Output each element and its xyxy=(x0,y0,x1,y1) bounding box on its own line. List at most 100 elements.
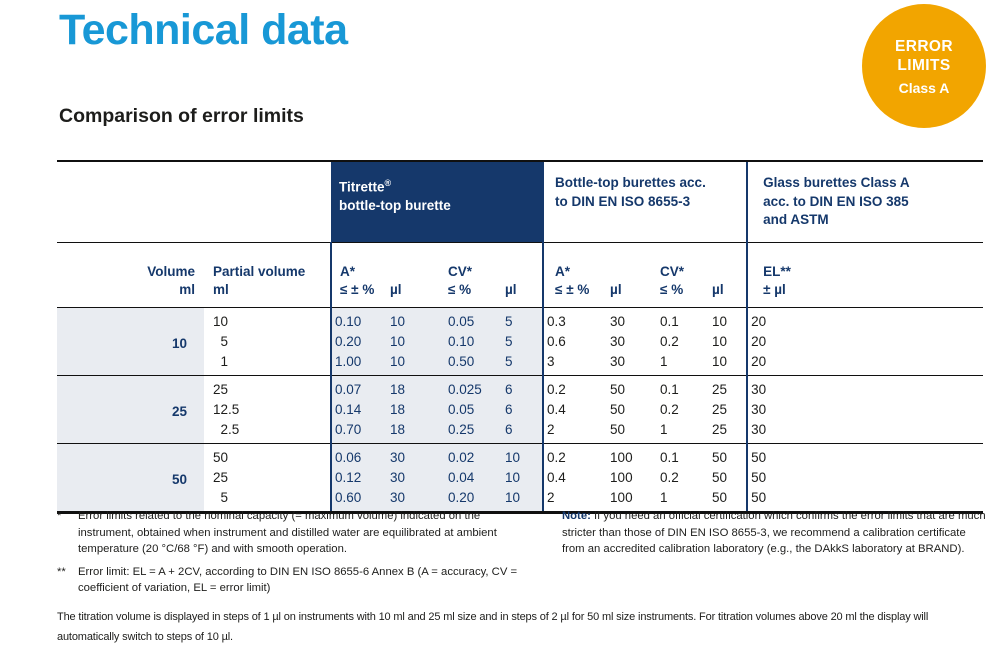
badge-line-1: ERROR xyxy=(895,37,953,55)
subheader-titrette-a: A* ≤ ± % xyxy=(330,242,387,308)
data-cell: 50 xyxy=(746,468,984,488)
data-cell: 10 xyxy=(502,488,544,511)
footnote-2-text: Error limit: EL = A + 2CV, according to … xyxy=(78,565,518,595)
data-cell: 0.2 xyxy=(660,402,679,417)
data-cell: 0.1 xyxy=(657,307,710,332)
table-row: 5 0.60 30 0.20 10 2 100 1 50 50 xyxy=(57,488,984,511)
footnote-2: ** Error limit: EL = A + 2CV, according … xyxy=(57,564,526,597)
data-cell: 1.00 xyxy=(330,352,387,376)
table-row: 2.5 0.70 18 0.25 6 2 50 1 25 30 xyxy=(57,420,984,444)
titrette-title: Titrette® xyxy=(339,178,392,195)
data-cell: 50 xyxy=(610,422,626,437)
badge-line-3: Class A xyxy=(898,79,950,96)
partial-volume-cell: 2.5 xyxy=(220,422,240,437)
data-cell: 10 xyxy=(387,332,445,352)
subheader-din-a-ul: µl xyxy=(607,242,658,308)
partial-volume-cell: 5 xyxy=(220,334,228,349)
subheader-titrette-cv-ul: µl xyxy=(502,242,544,308)
table-row: 50 50 0.06 30 0.02 10 0.2 100 0.1 50 50 xyxy=(57,443,984,511)
error-limits-badge: ERROR LIMITS Class A xyxy=(862,4,986,128)
data-cell: 10 xyxy=(712,334,728,349)
page-title: Technical data xyxy=(59,6,348,54)
data-cell: 0.10 xyxy=(445,332,502,352)
data-cell: 6 xyxy=(502,375,544,400)
data-cell: 3 xyxy=(542,352,608,376)
data-cell: 10 xyxy=(712,354,728,369)
note-text: If you need an official certification wh… xyxy=(562,510,986,555)
note-block: Note: If you need an official certificat… xyxy=(562,508,986,603)
data-cell: 6 xyxy=(502,400,544,420)
data-cell: 18 xyxy=(387,375,445,400)
data-cell: 0.50 xyxy=(445,352,502,376)
volume-cell: 10 xyxy=(57,307,204,376)
titrette-subtitle: bottle-top burette xyxy=(339,198,451,213)
data-cell: 1 xyxy=(660,354,668,369)
data-cell: 0.60 xyxy=(330,488,387,511)
bottom-paragraph: The titration volume is displayed in ste… xyxy=(57,611,929,643)
data-cell: 30 xyxy=(387,488,445,511)
partial-volume-cell: 5 xyxy=(220,490,228,505)
data-cell: 30 xyxy=(607,307,658,332)
data-cell: 0.2 xyxy=(660,334,679,349)
table-row: 10 10 0.10 10 0.05 5 0.3 30 0.1 10 20 xyxy=(57,307,984,376)
data-cell: 2 xyxy=(542,420,608,444)
data-cell: 0.1 xyxy=(657,375,710,400)
data-cell: 20 xyxy=(746,307,984,332)
partial-volume-cell: 25 xyxy=(204,375,331,400)
footnote-1-marker: * xyxy=(57,510,62,522)
table-body: 10 10 0.10 10 0.05 5 0.3 30 0.1 10 20 5 0.20 10 0.10 5 0… xyxy=(57,307,984,511)
footnote-1: * Error limits related to the nominal ca… xyxy=(57,508,526,558)
data-cell: 5 xyxy=(502,352,544,376)
badge-line-2: LIMITS xyxy=(897,56,951,74)
data-cell: 50 xyxy=(712,470,728,485)
footnote-1-text: Error limits related to the nominal capa… xyxy=(78,510,497,555)
data-cell: 0.6 xyxy=(542,332,608,352)
data-cell: 0.12 xyxy=(330,468,387,488)
subheader-din-a: A* ≤ ± % xyxy=(542,242,608,308)
data-cell: 0.70 xyxy=(330,420,387,444)
data-cell: 0.4 xyxy=(542,400,608,420)
data-cell: 10 xyxy=(502,468,544,488)
footnote-2-marker: ** xyxy=(57,565,66,578)
data-cell: 10 xyxy=(709,307,748,332)
footnotes: * Error limits related to the nominal ca… xyxy=(57,508,526,603)
partial-volume-cell: 50 xyxy=(204,443,331,468)
table-row: 25 0.12 30 0.04 10 0.4 100 0.2 50 50 xyxy=(57,468,984,488)
subheader-din-cv: CV* ≤ % xyxy=(657,242,710,308)
subheader-titrette-cv: CV* ≤ % xyxy=(445,242,502,308)
data-cell: 5 xyxy=(502,307,544,332)
partial-volume-cell: 25 xyxy=(213,470,229,485)
data-cell: 0.1 xyxy=(657,443,710,468)
data-cell: 0.05 xyxy=(445,307,502,332)
subheader-volume: Volume ml xyxy=(57,242,204,308)
subheader-partial-volume: Partial volume ml xyxy=(204,242,331,308)
data-cell: 0.2 xyxy=(660,470,679,485)
table-row: 1 1.00 10 0.50 5 3 30 1 10 20 xyxy=(57,352,984,376)
data-cell: 0.25 xyxy=(445,420,502,444)
data-cell: 0.14 xyxy=(330,400,387,420)
volume-cell: 25 xyxy=(57,375,204,444)
data-cell: 30 xyxy=(610,354,626,369)
data-cell: 50 xyxy=(610,402,626,417)
data-cell: 20 xyxy=(746,352,984,376)
data-cell: 30 xyxy=(610,334,626,349)
data-cell: 0.02 xyxy=(445,443,502,468)
data-cell: 1 xyxy=(660,490,668,505)
data-cell: 0.4 xyxy=(542,468,608,488)
data-cell: 30 xyxy=(746,400,984,420)
data-cell: 50 xyxy=(746,488,984,511)
table-row: 5 0.20 10 0.10 5 0.6 30 0.2 10 20 xyxy=(57,332,984,352)
table-row: 25 25 0.07 18 0.025 6 0.2 50 0.1 25 30 xyxy=(57,375,984,444)
data-cell: 25 xyxy=(712,422,728,437)
data-cell: 0.05 xyxy=(445,400,502,420)
data-cell: 30 xyxy=(746,375,984,400)
registered-mark: ® xyxy=(384,178,392,188)
data-cell: 0.06 xyxy=(330,443,387,468)
group-header-titrette: Titrette® bottle-top burette xyxy=(331,162,544,243)
error-limits-table: Titrette® bottle-top burette Bottle-top … xyxy=(57,160,984,514)
data-cell: 10 xyxy=(387,307,445,332)
data-cell: 50 xyxy=(709,443,748,468)
data-cell: 18 xyxy=(387,400,445,420)
group-header-row: Titrette® bottle-top burette Bottle-top … xyxy=(57,162,984,243)
comparison-table: Titrette® bottle-top burette Bottle-top … xyxy=(57,162,984,511)
